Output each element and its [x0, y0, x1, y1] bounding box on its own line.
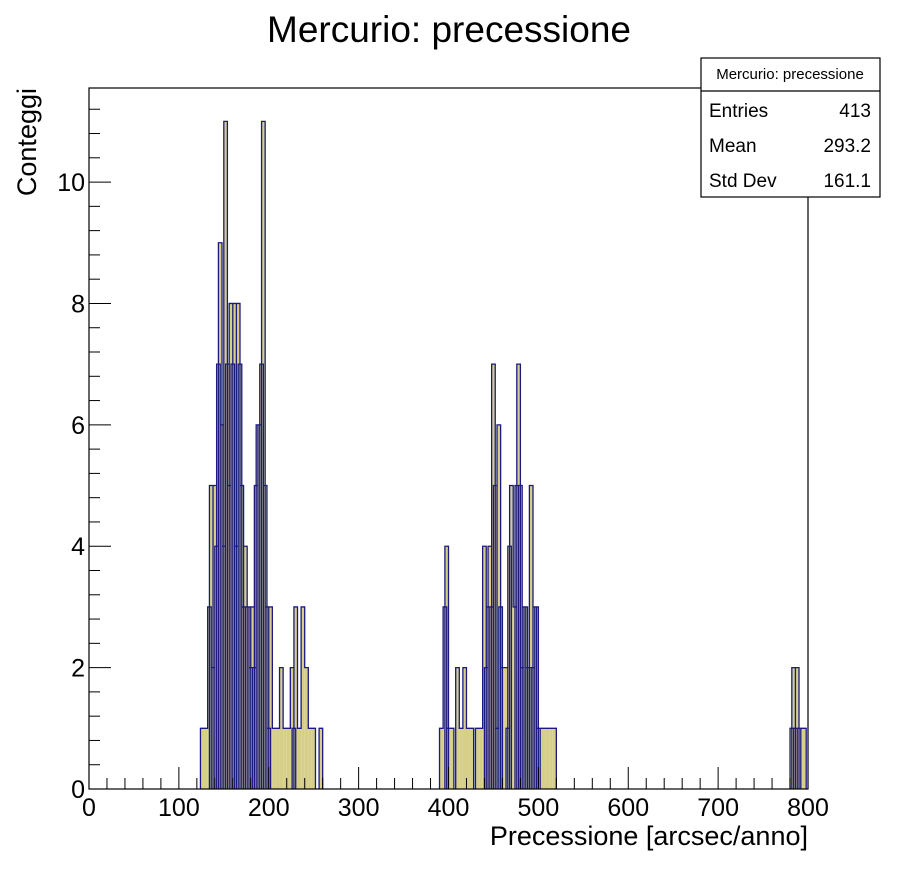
histogram-bar: [450, 728, 454, 789]
x-tick-label: 700: [697, 794, 739, 822]
y-tick-label: 2: [71, 655, 85, 683]
histogram-bar: [204, 728, 208, 789]
histogram-bar: [479, 728, 483, 789]
stats-label-entries: Entries: [709, 101, 768, 122]
x-tick-label: 500: [518, 794, 560, 822]
x-tick-label: 0: [82, 794, 96, 822]
histogram-bar: [293, 606, 298, 789]
x-tick-label: 600: [607, 794, 649, 822]
x-axis-ticks: 0 100 200 300 400 500 600 700 800: [82, 767, 829, 822]
histogram-bar: [529, 485, 533, 789]
y-tick-label: 0: [71, 776, 85, 804]
histogram-bar: [304, 667, 309, 789]
stats-label-std-dev: Std Dev: [709, 171, 777, 192]
x-axis-title: Precessione [arcsec/anno]: [490, 821, 808, 851]
stats-box-frame: [700, 57, 881, 198]
histogram-bar: [301, 606, 305, 789]
y-tick-label: 4: [71, 533, 85, 561]
histogram-bar: [439, 728, 444, 789]
histogram-bar: [466, 728, 471, 789]
stats-box-title: Mercurio: precessione: [716, 66, 864, 83]
histogram-bar: [275, 728, 280, 789]
x-tick-label: 800: [787, 794, 829, 822]
histogram-bar: [545, 728, 550, 789]
chart-title: Mercurio: precessione: [267, 9, 631, 50]
histogram-outline: [199, 120, 807, 789]
stats-value-mean: 293.2: [823, 136, 871, 157]
histogram-bar: [283, 728, 287, 789]
y-axis-ticks: 0 2 4 6 8 10: [57, 108, 111, 804]
histogram-bar: [297, 728, 302, 789]
stats-box: Mercurio: precessione Entries 413 Mean 2…: [700, 57, 881, 198]
histogram-bar: [549, 728, 553, 789]
y-tick-label: 10: [57, 169, 85, 197]
y-axis-title: Conteggi: [12, 88, 42, 196]
x-tick-label: 300: [338, 794, 380, 822]
stats-value-std-dev: 161.1: [823, 171, 871, 192]
y-tick-label: 8: [71, 290, 85, 318]
histogram-bar: [455, 667, 460, 789]
stats-label-mean: Mean: [709, 136, 757, 157]
histogram-bar: [552, 728, 557, 789]
stats-value-entries: 413: [839, 101, 871, 122]
histogram-bar: [541, 728, 546, 789]
histogram-bar: [279, 667, 284, 789]
histogram-bar: [308, 728, 312, 789]
x-tick-label: 400: [428, 794, 470, 822]
x-tick-label: 200: [248, 794, 290, 822]
y-tick-label: 6: [71, 412, 85, 440]
histogram-bar: [319, 728, 323, 789]
histogram-bar: [200, 728, 205, 789]
histogram-bar: [475, 728, 480, 789]
histogram-bar: [272, 728, 276, 789]
histogram-bar: [459, 728, 463, 789]
histogram-bar: [802, 728, 807, 789]
histogram-bar: [286, 728, 291, 789]
histogram-bar: [462, 667, 467, 789]
histogram-bar: [268, 606, 273, 789]
histogram-bar: [311, 728, 316, 789]
x-tick-label: 100: [158, 794, 200, 822]
histogram-bar: [470, 728, 474, 789]
